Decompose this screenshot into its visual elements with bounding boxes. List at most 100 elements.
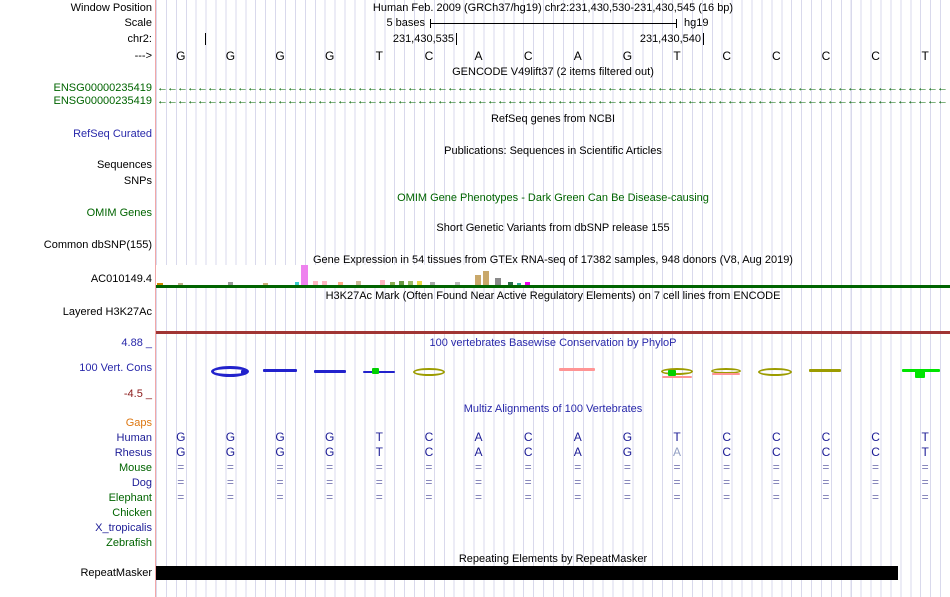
multiz-base: = [425, 460, 433, 474]
multiz-base: = [723, 490, 731, 504]
gencode-gene-label-1[interactable]: ENSG00000235419 [53, 82, 152, 94]
gtex-bar[interactable] [508, 282, 513, 285]
gtex-bar[interactable] [338, 282, 343, 285]
multiz-base: G [176, 430, 186, 444]
multiz-row-dog[interactable]: = = = = = = = = = = = = = = = = [156, 476, 950, 489]
phylop-logo-glyph [263, 368, 297, 372]
gtex-title: Gene Expression in 54 tissues from GTEx … [313, 254, 793, 266]
multiz-base: = [574, 460, 582, 474]
repeatmasker-label[interactable]: RepeatMasker [80, 567, 152, 579]
multiz-gaps-label[interactable]: Gaps [125, 417, 152, 429]
phylop-logo-glyph [240, 370, 246, 374]
gtex-bar[interactable] [263, 283, 268, 285]
multiz-mouse-label[interactable]: Mouse [118, 462, 152, 474]
multiz-base: = [822, 475, 830, 489]
phylop-logo-glyph [915, 370, 925, 378]
coord-tick-left [456, 33, 457, 45]
multiz-base: = [524, 475, 532, 489]
gtex-bar[interactable] [157, 283, 163, 285]
gtex-bar[interactable] [295, 282, 299, 285]
refseq-title: RefSeq genes from NCBI [490, 113, 616, 125]
gtex-bar[interactable] [399, 281, 404, 285]
multiz-zebrafish-label[interactable]: Zebrafish [106, 537, 152, 549]
multiz-base: = [326, 490, 334, 504]
sequences-label[interactable]: Sequences [96, 159, 152, 171]
phylop-logo-glyph [668, 370, 676, 376]
multiz-base: = [375, 490, 383, 504]
gtex-bar[interactable] [483, 271, 489, 285]
gtex-track-background[interactable] [156, 265, 543, 286]
gtex-bar[interactable] [455, 282, 460, 285]
refseq-curated-label[interactable]: RefSeq Curated [73, 128, 152, 140]
multiz-base: C [424, 430, 434, 444]
sequence-base: G [622, 49, 633, 63]
multiz-base: = [673, 460, 681, 474]
gencode-gene-row-1[interactable]: ←←←←←←←←←←←←←←←←←←←←←←←←←←←←←←←←←←←←←←←←… [157, 83, 949, 94]
gtex-bar[interactable] [313, 281, 318, 285]
phylop-logo-glyph [758, 368, 792, 376]
multiz-base: = [723, 460, 731, 474]
multiz-xtropicalis-label[interactable]: X_tropicalis [95, 522, 152, 534]
gtex-bar[interactable] [525, 282, 530, 285]
phylop-logo-glyph [363, 371, 395, 373]
phylop-logo-glyph [371, 368, 379, 374]
gtex-gene-line[interactable] [156, 285, 950, 288]
gtex-bar[interactable] [517, 283, 521, 285]
multiz-base: = [425, 490, 433, 504]
gtex-bar[interactable] [322, 281, 327, 285]
multiz-base: = [872, 490, 880, 504]
window-position-label: Window Position [70, 2, 152, 14]
omim-genes-label[interactable]: OMIM Genes [86, 207, 152, 219]
repeatmasker-bar[interactable] [156, 566, 898, 580]
multiz-row-mouse[interactable]: = = = = = = = = = = = = = = = = [156, 461, 950, 474]
multiz-human-label[interactable]: Human [116, 432, 152, 444]
multiz-row-elephant[interactable]: = = = = = = = = = = = = = = = = [156, 491, 950, 504]
sequence-base: C [821, 49, 831, 63]
sequence-base: A [474, 49, 483, 63]
multiz-base: = [623, 490, 631, 504]
gtex-bar[interactable] [417, 281, 422, 285]
gtex-bar[interactable] [390, 282, 395, 285]
phylop-logo-glyph [661, 367, 693, 375]
phylop-track-label[interactable]: 100 Vert. Cons [79, 362, 152, 374]
multiz-base: = [772, 475, 780, 489]
gtex-bar[interactable] [430, 282, 435, 285]
multiz-base: = [574, 475, 582, 489]
multiz-elephant-label[interactable]: Elephant [108, 492, 152, 504]
multiz-base: G [225, 430, 236, 444]
phylop-logo-glyph [559, 367, 595, 371]
gencode-gene-row-2[interactable]: ←←←←←←←←←←←←←←←←←←←←←←←←←←←←←←←←←←←←←←←←… [157, 96, 949, 107]
gtex-bar[interactable] [301, 265, 308, 285]
multiz-chicken-label[interactable]: Chicken [112, 507, 152, 519]
sequence-base: T [921, 49, 929, 63]
phylop-title: 100 vertebrates Basewise Conservation by… [429, 337, 677, 349]
sequence-base: C [871, 49, 880, 63]
gtex-bar[interactable] [178, 283, 183, 285]
sequence-base: T [673, 49, 681, 63]
multiz-base: = [326, 460, 334, 474]
multiz-dog-label[interactable]: Dog [131, 477, 152, 489]
multiz-base: = [822, 460, 830, 474]
snps-label[interactable]: SNPs [123, 175, 152, 187]
scale-bar-left-tick [430, 19, 431, 28]
gtex-bar[interactable] [228, 282, 233, 285]
sequence-base: C [722, 49, 732, 63]
gtex-bar[interactable] [380, 280, 385, 285]
gtex-gene-label[interactable]: AC010149.4 [90, 273, 152, 285]
gtex-bar[interactable] [475, 275, 481, 285]
gtex-bar[interactable] [408, 281, 413, 285]
gtex-bar[interactable] [495, 278, 501, 285]
repeatmasker-title: Repeating Elements by RepeatMasker [458, 553, 648, 565]
phylop-max-label: 4.88 _ [121, 337, 152, 349]
multiz-rhesus-label[interactable]: Rhesus [114, 447, 152, 459]
scale-value: 5 bases [386, 17, 425, 29]
multiz-base: G [275, 430, 285, 444]
common-dbsnp-label[interactable]: Common dbSNP(155) [43, 239, 152, 251]
gencode-gene-label-2[interactable]: ENSG00000235419 [53, 95, 152, 107]
multiz-base: C [424, 445, 434, 459]
h3k27ac-baseline[interactable] [156, 331, 950, 334]
gtex-bar[interactable] [356, 281, 361, 285]
h3k27ac-label[interactable]: Layered H3K27Ac [62, 306, 152, 318]
